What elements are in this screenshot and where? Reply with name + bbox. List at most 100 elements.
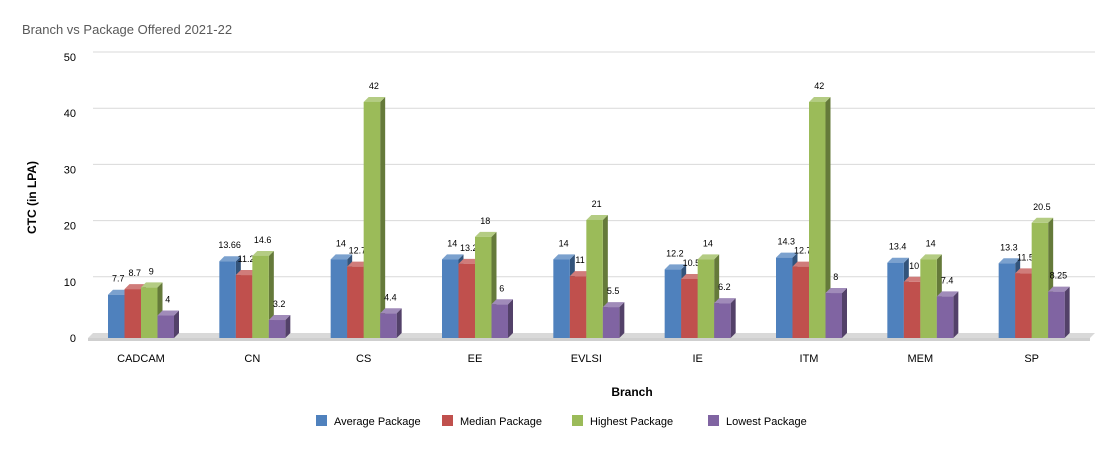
bar [697, 259, 715, 338]
data-label: 21 [592, 199, 602, 209]
bar [363, 101, 381, 339]
bar-top [825, 288, 847, 294]
x-tick-label: EE [468, 353, 483, 365]
data-label: 14 [926, 238, 936, 248]
x-axis-title: Branch [611, 385, 652, 399]
bar [920, 259, 937, 338]
bar-side [174, 310, 179, 338]
data-label: 4.4 [384, 292, 397, 302]
legend-label: Average Package [334, 416, 421, 428]
bar-top [124, 284, 146, 290]
data-label: 20.5 [1033, 202, 1051, 212]
bar-top [602, 302, 625, 308]
bar-top [586, 214, 608, 220]
y-tick-label: 0 [70, 333, 76, 345]
bar-top [936, 291, 959, 297]
bar [792, 266, 809, 338]
bar-side [842, 288, 847, 338]
bar [124, 289, 141, 338]
bar-top [664, 264, 687, 270]
y-tick-label: 10 [64, 277, 76, 289]
bar [903, 281, 921, 338]
bar-top [998, 258, 1021, 264]
x-tick-label: CADCAM [117, 353, 165, 365]
bar [825, 293, 842, 338]
data-label: 11.2 [238, 254, 255, 264]
bar [776, 257, 793, 338]
data-label: 8.25 [1050, 271, 1068, 281]
data-label: 13.3 [1000, 242, 1018, 252]
data-label: 11.5 [1017, 252, 1034, 262]
bar-top [108, 289, 130, 295]
bar-top [903, 276, 926, 282]
bar [714, 303, 731, 338]
data-label: 14 [447, 238, 457, 248]
bar-top [809, 96, 831, 102]
legend-label: Lowest Package [726, 416, 807, 428]
bar-top [714, 298, 736, 304]
bar [442, 259, 459, 338]
bar-top [681, 273, 703, 279]
bar [681, 278, 698, 338]
data-label: 14.3 [777, 237, 795, 247]
data-label: 4 [165, 295, 170, 305]
bar-top [887, 257, 909, 263]
bar [475, 236, 492, 338]
bar [553, 259, 570, 338]
data-label: 18 [480, 216, 490, 226]
bar [458, 263, 475, 338]
data-label: 12.7 [794, 246, 812, 256]
legend-swatch [708, 415, 719, 426]
data-label: 14 [703, 238, 713, 248]
bar-top [776, 252, 798, 258]
bar-top [442, 254, 464, 260]
data-label: 13.4 [889, 242, 907, 252]
bar-side [1064, 286, 1070, 338]
bar-top [219, 256, 241, 262]
bar-top [252, 250, 274, 256]
data-label: 12.7 [349, 246, 367, 256]
bar-top [920, 254, 942, 260]
x-tick-label: SP [1024, 353, 1039, 365]
bar [936, 296, 954, 338]
chart-title: Branch vs Package Offered 2021-22 [22, 22, 233, 37]
bar-top [347, 261, 369, 267]
x-tick-label: IE [692, 353, 702, 365]
bar-top [363, 96, 386, 102]
bar [157, 315, 174, 338]
data-label: 6.2 [718, 282, 731, 292]
data-label: 7.7 [112, 274, 125, 284]
bar-side [619, 302, 625, 338]
bar-side [285, 315, 291, 338]
y-tick-label: 40 [64, 108, 76, 120]
bar-side [953, 291, 959, 338]
bar [602, 307, 620, 338]
x-tick-label: EVLSI [571, 353, 602, 365]
bar-top [157, 310, 179, 316]
bar-top [475, 231, 497, 237]
bar-top [1015, 268, 1037, 274]
bar [1048, 291, 1065, 338]
y-tick-label: 20 [64, 221, 76, 233]
bar [108, 294, 125, 338]
data-label: 42 [814, 81, 824, 91]
bar [1031, 222, 1049, 338]
data-label: 14.6 [254, 235, 272, 245]
data-label: 11 [575, 255, 584, 265]
bar [491, 304, 508, 338]
bar [586, 219, 603, 338]
x-tick-label: CN [244, 353, 260, 365]
bar-top [1031, 217, 1054, 223]
data-label: 5.5 [607, 286, 620, 296]
data-label: 6 [499, 283, 504, 293]
bar [347, 266, 364, 338]
bar [887, 262, 904, 338]
bar-side [396, 308, 402, 338]
bar-side [268, 250, 274, 338]
y-axis-title: CTC (in LPA) [25, 161, 39, 234]
bar [998, 263, 1016, 338]
bar [141, 287, 158, 338]
bar-side [825, 96, 831, 339]
